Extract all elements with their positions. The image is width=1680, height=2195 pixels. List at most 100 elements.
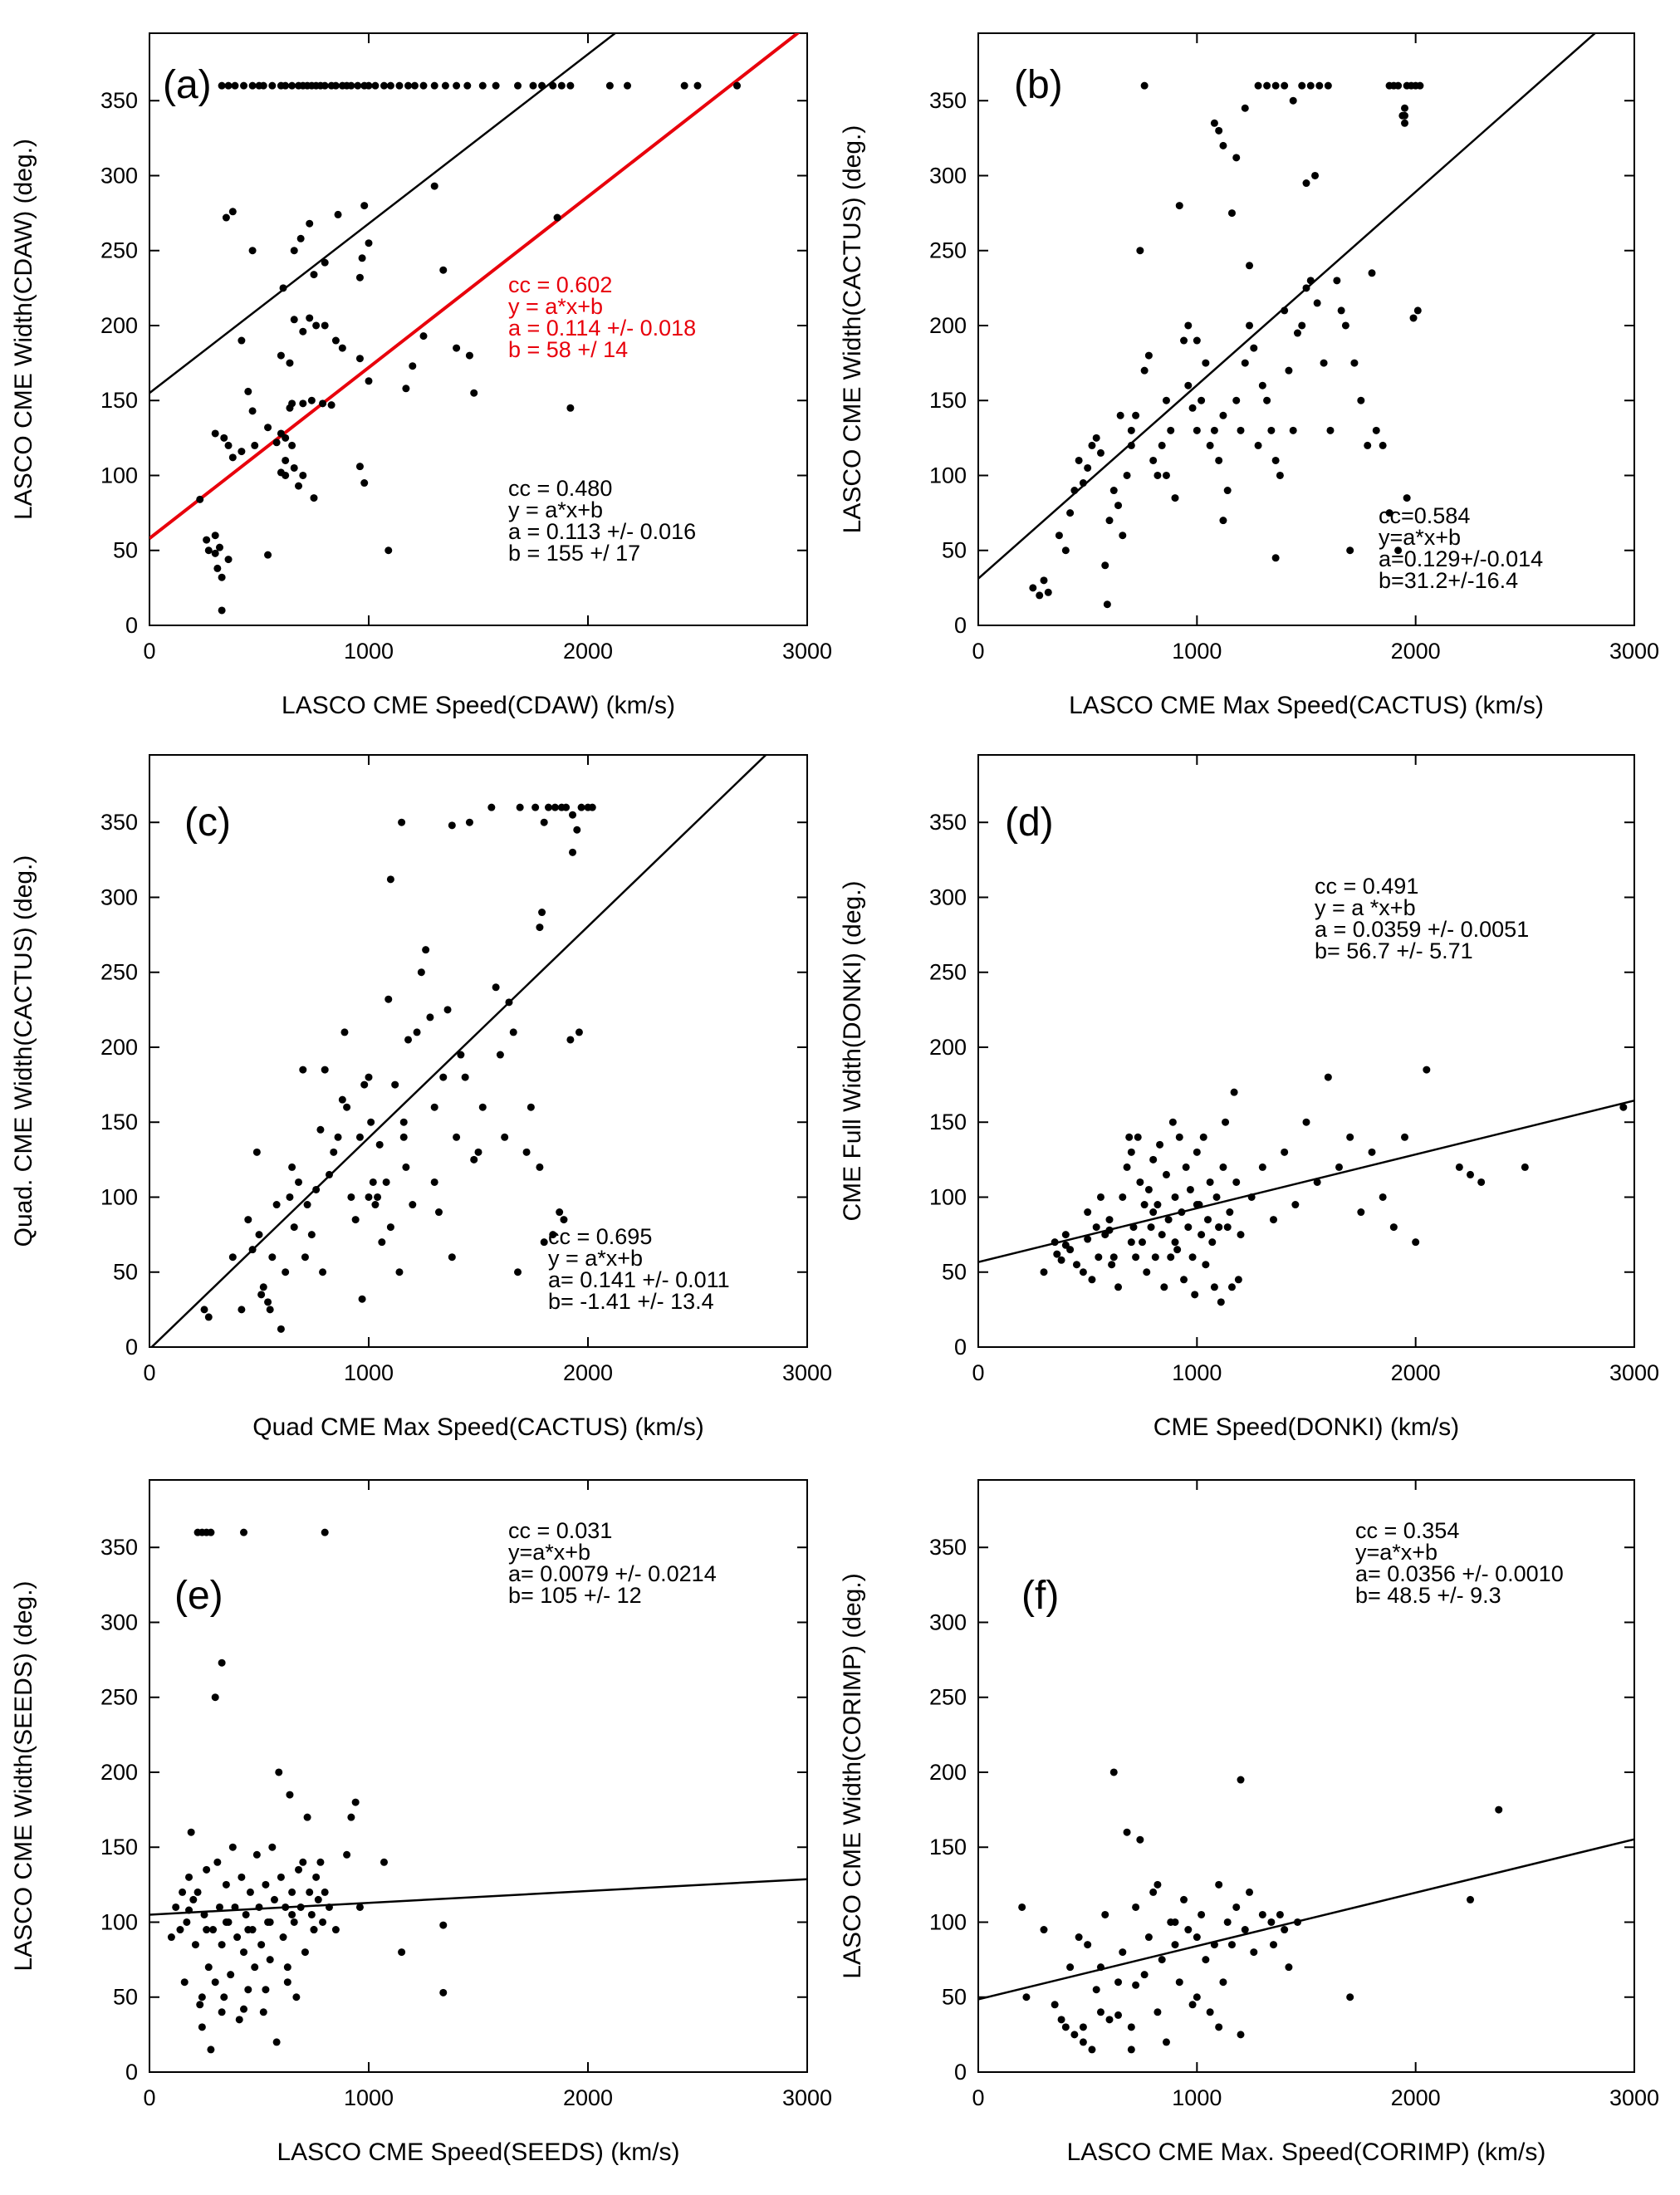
data-point [288, 441, 296, 449]
data-point [1175, 1133, 1183, 1141]
fit-annotation-line: cc = 0.480 [508, 476, 612, 501]
data-point [310, 1926, 318, 1934]
data-point [290, 247, 298, 255]
plot-frame [977, 1479, 1635, 2073]
y-tick-label: 50 [942, 1260, 967, 1285]
data-point [1070, 487, 1079, 495]
data-point [404, 81, 413, 90]
data-point [573, 826, 581, 834]
data-point [360, 202, 369, 210]
data-point [1198, 1910, 1206, 1918]
data-point [1144, 351, 1153, 360]
data-point [1423, 1066, 1431, 1074]
y-tick-label: 350 [929, 1535, 967, 1560]
data-point [1198, 396, 1206, 404]
data-point [211, 549, 219, 557]
data-point [288, 399, 296, 408]
y-tick-label: 150 [929, 1835, 967, 1859]
data-point [1084, 1208, 1092, 1217]
data-point [1096, 1963, 1104, 1972]
panel-label: (e) [174, 1574, 223, 1618]
data-point [1401, 119, 1408, 127]
data-point [1250, 1948, 1258, 1957]
data-point [371, 1201, 380, 1209]
data-point [569, 811, 577, 819]
data-point [213, 1858, 222, 1866]
data-point [1184, 1926, 1193, 1934]
data-point [1413, 306, 1422, 315]
y-tick-label: 300 [100, 884, 138, 909]
data-point [189, 1895, 198, 1903]
fit-annotation-line: cc=0.584 [1379, 503, 1470, 528]
data-point [527, 1103, 535, 1111]
data-point [470, 389, 478, 397]
data-point [1040, 1268, 1048, 1276]
data-point [347, 1813, 355, 1821]
data-point [1096, 1193, 1104, 1201]
data-point [288, 1888, 296, 1896]
data-point [1066, 1963, 1075, 1972]
y-tick-label: 150 [100, 1835, 138, 1859]
data-point [307, 396, 316, 404]
x-tick-label: 3000 [1609, 2085, 1659, 2110]
data-point [1403, 494, 1411, 502]
data-point [380, 81, 388, 90]
x-tick-label: 1000 [344, 639, 394, 664]
data-point [1143, 1268, 1151, 1276]
data-point [277, 1873, 285, 1881]
data-point [347, 1193, 355, 1201]
data-point [244, 1216, 252, 1224]
data-point [268, 1253, 277, 1262]
data-point [1114, 2011, 1123, 2019]
data-point [354, 81, 362, 90]
data-point [551, 803, 559, 811]
data-point [1254, 441, 1262, 449]
y-tick-label: 200 [100, 1760, 138, 1785]
data-point [224, 556, 233, 564]
data-point [248, 81, 257, 90]
data-point [1134, 1133, 1142, 1141]
y-tick-label: 50 [113, 1985, 138, 2010]
data-point [1158, 1231, 1166, 1239]
data-point [360, 1080, 369, 1089]
data-point [228, 453, 237, 462]
data-point [321, 321, 329, 330]
x-tick-label: 0 [972, 2085, 984, 2110]
data-point [1389, 1223, 1398, 1232]
data-point [1184, 321, 1193, 330]
data-point [1293, 1918, 1301, 1926]
data-point [286, 1791, 294, 1799]
data-point [1226, 1208, 1234, 1217]
data-point [1241, 359, 1249, 367]
data-point [358, 1295, 366, 1303]
data-point [1109, 1768, 1118, 1776]
data-point [1193, 426, 1201, 434]
data-point [1258, 381, 1266, 390]
data-point [1123, 1163, 1131, 1171]
data-point [211, 429, 219, 438]
data-point [1182, 1163, 1190, 1171]
data-point [238, 336, 246, 345]
data-point [264, 551, 272, 559]
data-point [1364, 441, 1372, 449]
y-tick-label: 100 [100, 463, 138, 488]
data-point [417, 968, 425, 977]
data-point [1051, 1238, 1059, 1247]
data-point [310, 271, 318, 279]
data-point [1084, 1941, 1092, 1949]
data-point [1171, 1941, 1179, 1949]
data-point [244, 1986, 252, 1994]
data-point [203, 536, 211, 544]
y-axis-label: LASCO CME Width(SEEDS) (deg.) [10, 1580, 37, 1971]
plot-frame [149, 754, 808, 1348]
data-point [1379, 441, 1387, 449]
data-point [1061, 1231, 1070, 1239]
data-point [251, 441, 259, 449]
data-point [398, 818, 406, 826]
data-point [1053, 1250, 1061, 1258]
data-point [1335, 1163, 1343, 1171]
data-point [185, 1906, 193, 1914]
data-point [465, 351, 473, 360]
data-point [386, 81, 394, 90]
y-axis-label: Quad. CME Width(CACTUS) (deg.) [10, 855, 37, 1247]
